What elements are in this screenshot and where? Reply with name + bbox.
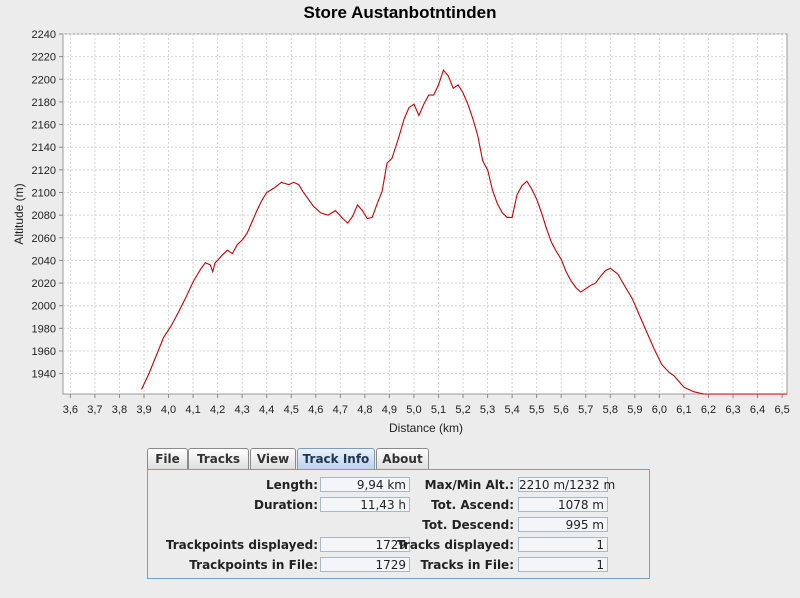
- track-info-panel: File Tracks View Track Info About Length…: [147, 448, 650, 579]
- duration-value: 11,43 h: [320, 497, 410, 512]
- y-tick-label: 2180: [32, 97, 56, 109]
- x-tick-label: 6,3: [725, 404, 740, 416]
- tab-tracks[interactable]: Tracks: [188, 448, 249, 470]
- x-tick-label: 6,4: [750, 404, 765, 416]
- x-tick-label: 3,7: [87, 404, 102, 416]
- length-value: 9,94 km: [320, 477, 410, 492]
- x-tick-label: 3,8: [112, 404, 127, 416]
- tracks-in-file-value: 1: [518, 557, 608, 572]
- x-tick-label: 5,2: [455, 404, 470, 416]
- x-tick-label: 4,8: [357, 404, 372, 416]
- tot-ascend-label: Tot. Ascend:: [431, 498, 514, 512]
- track-info-content: Length: 9,94 km Duration: 11,43 h Max/Mi…: [147, 469, 650, 579]
- plot-area: [62, 33, 788, 395]
- trackpoints-displayed-label: Trackpoints displayed:: [165, 538, 318, 552]
- x-tick-label: 6,0: [652, 404, 667, 416]
- x-tick-label: 5,9: [627, 404, 642, 416]
- x-tick-label: 4,3: [235, 404, 250, 416]
- tab-file[interactable]: File: [147, 448, 188, 470]
- tot-descend-label: Tot. Descend:: [422, 518, 514, 532]
- y-axis-label: Altitude (m): [12, 183, 26, 244]
- x-tick-label: 5,1: [431, 404, 446, 416]
- tot-descend-value: 995 m: [518, 517, 608, 532]
- x-tick-label: 5,4: [504, 404, 519, 416]
- x-tick-label: 4,7: [333, 404, 348, 416]
- y-tick-label: 2100: [32, 187, 56, 199]
- x-tick-label: 5,6: [554, 404, 569, 416]
- x-tick-label: 4,9: [382, 404, 397, 416]
- maxmin-alt-label: Max/Min Alt.:: [424, 478, 514, 492]
- altitude-chart: Store Austanbotntinden 1940 1960 1980 2000 2…: [12, 3, 790, 435]
- x-tick-label: 5,8: [603, 404, 618, 416]
- y-tick-label: 2120: [32, 165, 56, 177]
- tab-track-info[interactable]: Track Info: [297, 448, 375, 471]
- trackpoints-in-file-label: Trackpoints in File:: [189, 558, 318, 572]
- x-tick-label: 4,6: [308, 404, 323, 416]
- x-tick-label: 5,0: [406, 404, 421, 416]
- x-tick-label: 6,1: [676, 404, 691, 416]
- x-tick-label: 3,6: [63, 404, 78, 416]
- tracks-displayed-label: Tracks displayed:: [397, 538, 514, 552]
- x-tick-label: 4,0: [161, 404, 176, 416]
- tracks-in-file-label: Tracks in File:: [420, 558, 515, 572]
- x-tick-label: 5,5: [529, 404, 544, 416]
- y-tick-label: 2060: [32, 233, 56, 245]
- y-tick-label: 2040: [32, 255, 56, 267]
- y-tick-label: 2020: [32, 278, 56, 290]
- x-tick-label: 4,5: [284, 404, 299, 416]
- x-tick-label: 6,5: [774, 404, 789, 416]
- trackpoints-displayed-value: 1729: [320, 537, 410, 552]
- x-tick-label: 4,4: [259, 404, 274, 416]
- tracks-displayed-value: 1: [518, 537, 608, 552]
- y-tick-label: 2160: [32, 120, 56, 132]
- x-tick-label: 3,9: [136, 404, 151, 416]
- y-axis: 1940 1960 1980 2000 2020 2040 2060 2080 2100 2120…: [32, 29, 63, 381]
- x-tick-label: 5,3: [480, 404, 495, 416]
- length-label: Length:: [266, 478, 318, 492]
- tot-ascend-value: 1078 m: [518, 497, 608, 512]
- y-tick-label: 1960: [32, 346, 56, 358]
- tab-view[interactable]: View: [250, 448, 296, 470]
- y-tick-label: 2140: [32, 142, 56, 154]
- y-tick-label: 2220: [32, 52, 56, 64]
- grid-lines: [63, 33, 787, 394]
- y-tick-label: 2080: [32, 210, 56, 222]
- y-tick-label: 1980: [32, 323, 56, 335]
- x-tick-label: 5,7: [578, 404, 593, 416]
- tab-about[interactable]: About: [376, 448, 429, 470]
- y-tick-label: 1940: [32, 369, 56, 381]
- y-tick-label: 2200: [32, 74, 56, 86]
- altitude-series-line: [141, 69, 787, 395]
- chart-title: Store Austanbotntinden: [304, 3, 497, 22]
- trackpoints-in-file-value: 1729: [320, 557, 410, 572]
- maxmin-alt-value: 2210 m/1232 m: [518, 477, 616, 492]
- duration-label: Duration:: [254, 498, 318, 512]
- x-axis: 3,6 3,7 3,8 3,9 4,0 4,1 4,2 4,3 4,4 4,5 4,6 4,7 4,8 4…: [63, 394, 790, 416]
- x-tick-label: 6,2: [701, 404, 716, 416]
- x-tick-label: 4,1: [185, 404, 200, 416]
- x-axis-label: Distance (km): [389, 421, 463, 435]
- y-tick-label: 2000: [32, 301, 56, 313]
- y-tick-label: 2240: [32, 29, 56, 41]
- x-tick-label: 4,2: [210, 404, 225, 416]
